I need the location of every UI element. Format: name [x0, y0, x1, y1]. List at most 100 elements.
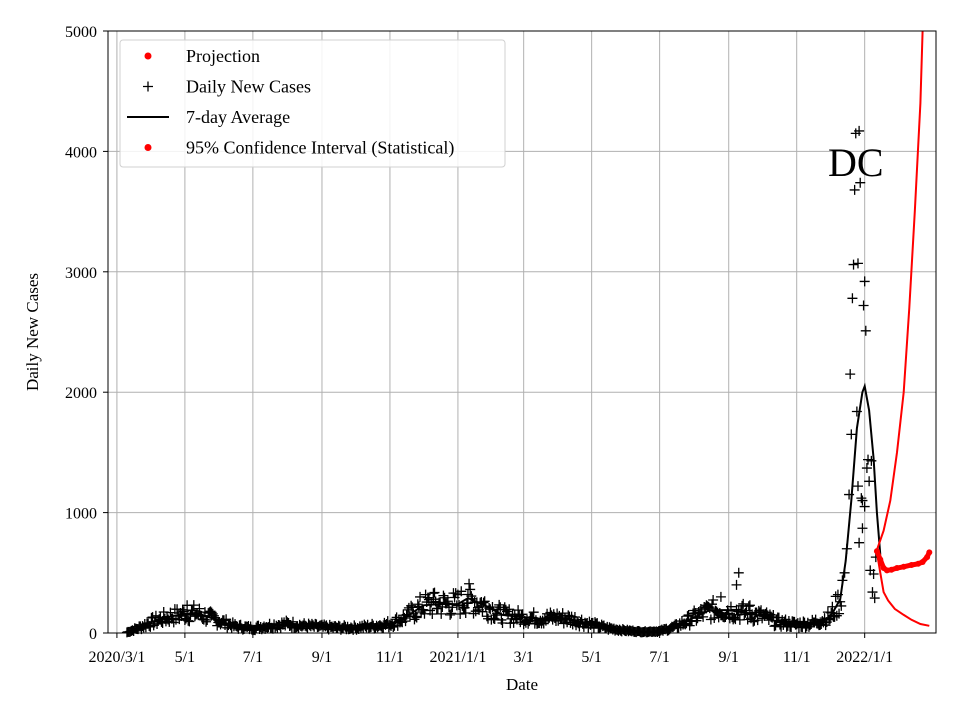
daily-case-marker [445, 609, 456, 620]
plot-frame [107, 30, 937, 634]
daily-case-marker [194, 603, 205, 614]
daily-case-marker [410, 611, 421, 622]
daily-case-marker [477, 606, 488, 617]
daily-case-marker [465, 584, 476, 595]
y-tick-label: 3000 [65, 265, 97, 282]
daily-case-marker [436, 608, 447, 619]
projection-point [908, 561, 915, 568]
daily-case-marker [730, 614, 741, 625]
daily-case-marker [848, 259, 859, 270]
daily-case-marker [683, 609, 694, 620]
projection-point [919, 558, 926, 565]
daily-case-marker [689, 605, 700, 616]
daily-case-marker [407, 602, 418, 613]
daily-case-marker [428, 588, 439, 599]
daily-case-marker [455, 609, 466, 620]
daily-case-marker [494, 599, 505, 610]
legend: Projection Daily New Cases 7-day Average 95… [119, 39, 506, 168]
daily-case-marker [868, 569, 879, 580]
daily-case-marker [834, 608, 845, 619]
daily-case-marker [183, 615, 194, 626]
daily-case-marker [864, 476, 875, 487]
daily-case-marker [462, 597, 473, 608]
series-layer [121, 30, 933, 638]
daily-case-marker [708, 595, 719, 606]
daily-case-marker [830, 591, 841, 602]
daily-case-marker [738, 598, 749, 609]
y-tick-label: 5000 [65, 24, 97, 41]
daily-case-marker [427, 609, 438, 620]
daily-case-marker [836, 600, 847, 611]
daily-case-marker [859, 276, 870, 287]
x-tick-label: 7/1 [649, 649, 669, 666]
daily-case-marker [557, 608, 568, 619]
projection-point [883, 567, 890, 574]
daily-case-marker [857, 523, 868, 534]
daily-case-marker [715, 591, 726, 602]
x-tick-label: 5/1 [581, 649, 601, 666]
daily-case-marker [860, 325, 871, 336]
daily-case-marker [707, 599, 718, 610]
daily-case-marker [499, 602, 510, 613]
legend-label: Daily New Cases [186, 77, 311, 97]
y-tick-label: 1000 [65, 506, 97, 523]
daily-case-marker [528, 607, 539, 618]
annotation-label: DC [828, 140, 884, 185]
daily-case-marker [435, 597, 446, 608]
daily-case-marker [869, 593, 880, 604]
daily-case-marker [752, 615, 763, 626]
daily-case-marker [854, 125, 865, 136]
legend-item: Projection [144, 46, 260, 66]
legend-label: 7-day Average [186, 107, 290, 127]
y-tick-label: 0 [89, 626, 97, 643]
ci-upper-bound [875, 30, 924, 551]
daily-case-marker [744, 600, 755, 611]
legend-box [119, 39, 506, 168]
daily-case-marker [415, 591, 426, 602]
legend-item: 7-day Average [127, 107, 290, 127]
daily-case-marker [857, 495, 868, 506]
daily-case-marker [468, 608, 479, 619]
daily-case-marker [847, 293, 858, 304]
x-tick-label: 3/1 [513, 649, 533, 666]
daily-case-marker [733, 567, 744, 578]
daily-case-marker [684, 620, 695, 631]
x-tick-label: 2021/1/1 [429, 649, 486, 666]
daily-case-marker [182, 600, 193, 611]
daily-case-marker [856, 493, 867, 504]
legend-dot-icon [144, 52, 152, 60]
legend-label: Projection [186, 46, 260, 66]
legend-plus-icon [143, 81, 153, 92]
legend-item: 95% Confidence Interval (Statistical) [144, 138, 454, 159]
projection-point [873, 548, 880, 555]
daily-case-marker [852, 481, 863, 492]
projection-point [893, 564, 900, 571]
projection-point [877, 556, 884, 563]
projection-markers [873, 548, 933, 574]
legend-label: 95% Confidence Interval (Statistical) [186, 138, 454, 159]
daily-case-marker [682, 611, 693, 622]
daily-case-marker [831, 610, 842, 621]
daily-case-marker [456, 586, 467, 597]
projection-point [926, 549, 933, 556]
x-tick-label: 9/1 [718, 649, 738, 666]
legend-dot-icon [144, 144, 152, 151]
daily-case-marker [852, 258, 863, 269]
projection-point [900, 563, 907, 570]
y-tick-label: 4000 [65, 144, 97, 161]
x-tick-label: 9/1 [312, 649, 332, 666]
daily-case-marker [768, 610, 779, 621]
x-tick-label: 2022/1/1 [836, 649, 893, 666]
daily-case-marker [731, 579, 742, 590]
daily-case-marker [184, 616, 195, 627]
daily-case-marker [858, 300, 869, 311]
daily-case-marker [504, 604, 515, 615]
y-tick-label: 2000 [65, 385, 97, 402]
daily-case-marker [412, 599, 423, 610]
daily-case-marker [748, 616, 759, 627]
daily-case-marker [855, 177, 866, 188]
daily-case-marker [411, 612, 422, 623]
seven-day-average-line [126, 382, 882, 634]
daily-case-marker [861, 463, 872, 474]
